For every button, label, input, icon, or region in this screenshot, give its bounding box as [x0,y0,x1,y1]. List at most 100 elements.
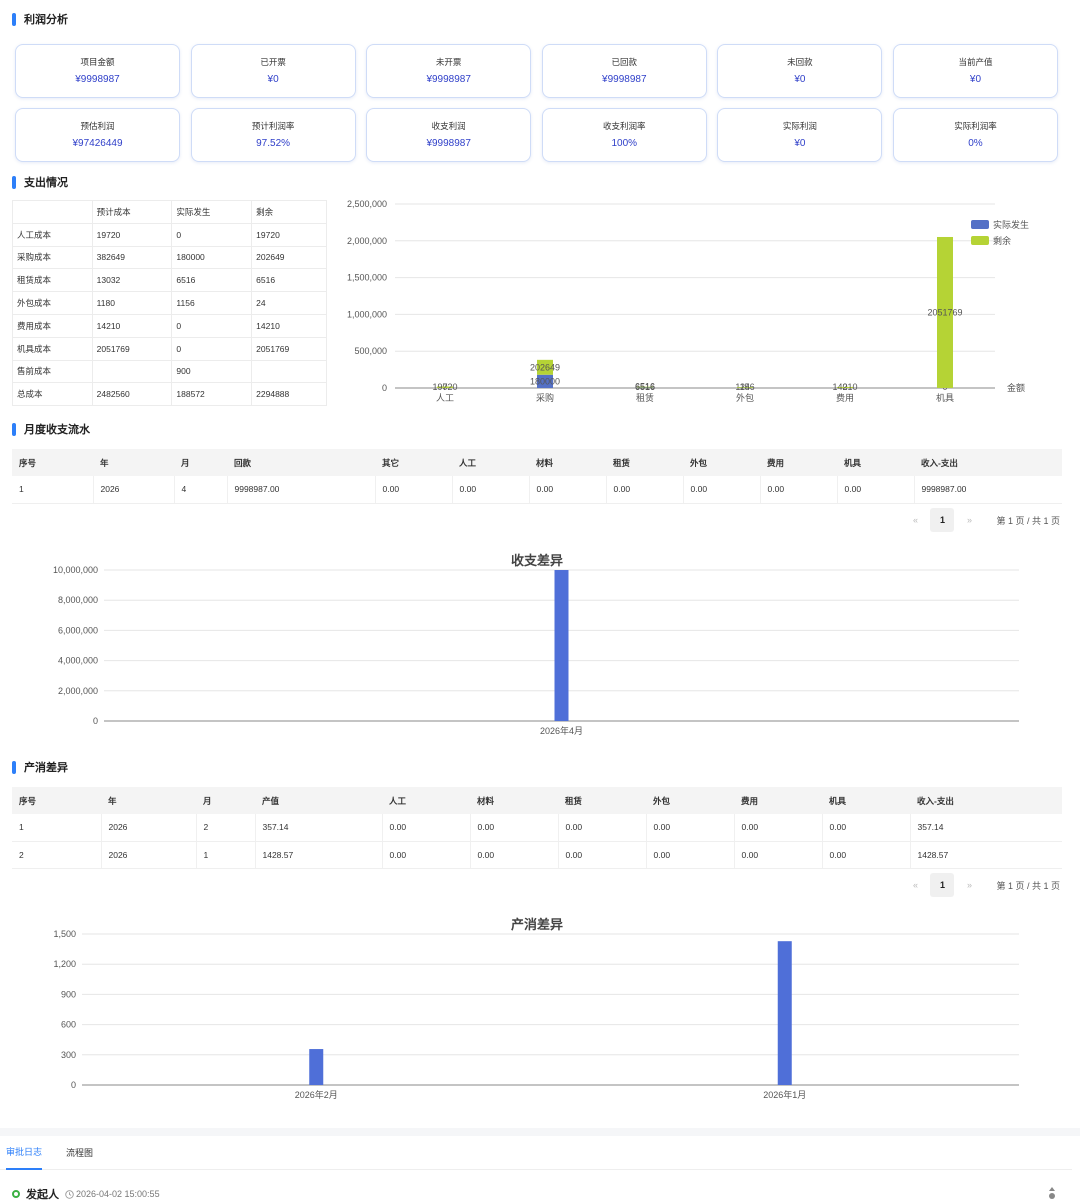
card-value: ¥97426449 [72,138,123,149]
status-dot-icon [12,1190,20,1198]
column-header: 序号 [12,449,93,476]
card-value: 97.52% [256,138,291,149]
card-label: 预计利润率 [251,121,295,131]
log-time: 2026-04-02 15:00:55 [76,1189,160,1199]
prev-page-button[interactable]: « [912,880,918,890]
profit-card: 实际利润 ¥0 [717,108,883,162]
table-cell: 采购成本 [12,245,93,270]
table-cell: 0.00 [645,814,734,842]
table-cell: 1428.57 [254,841,382,869]
tab-approval-log[interactable]: 审批日志 [6,1135,43,1170]
profit-card: 收支利润 ¥9998987 [366,108,532,162]
table-cell: 4 [173,476,227,504]
table-row: 1 2026 4 9998987.00 0.00 0.00 0.00 0.00 0.00 0.00… [12,476,1062,504]
profit-card: 预估利润 ¥97426449 [15,108,180,162]
table-cell: 0.00 [469,841,558,869]
profit-card: 未回款 ¥0 [717,44,883,98]
table-row: 机具成本 2051769 0 2051769 [12,336,327,361]
table-cell: 0.00 [381,814,470,842]
table-cell: 0.00 [645,841,734,869]
table-cell: 外包成本 [12,291,93,315]
data-label: 14210 [832,382,857,392]
table-cell: 0.00 [528,476,606,504]
table-cell: 1 [12,814,101,842]
tab-flowchart[interactable]: 流程图 [66,1148,94,1158]
table-cell: 1 [12,476,93,504]
profit-card: 未开票 ¥9998987 [366,44,532,98]
table-cell: 人工成本 [12,222,93,247]
page-1-button[interactable]: 1 [930,873,955,897]
card-label: 项目金额 [80,57,115,67]
table-cell: 0.00 [451,476,529,504]
table-cell: 总成本 [12,382,93,407]
column-header: 租赁 [558,787,646,814]
table-cell: 0 [171,313,253,338]
column-header: 收入-支出 [914,449,1062,476]
column-header: 外包 [646,787,734,814]
table-cell: 0.00 [733,814,822,842]
column-header: 费用 [760,449,837,476]
column-header: 租赁 [606,449,683,476]
table-row: 费用成本 14210 0 14210 [12,313,327,338]
clock-icon [65,1189,74,1199]
table-cell: 357.14 [254,814,382,842]
y-tick-label: 4,000,000 [58,656,98,666]
bar [777,941,792,1085]
page-info: 第 1 页 / 共 1 页 [996,880,1060,891]
x-tick-label: 2026年2月 [295,1089,338,1100]
card-value: ¥9998987 [75,74,120,85]
profit-section-title: 利润分析 [12,12,68,26]
card-value: ¥0 [969,74,982,85]
income-diff-chart: 收支差异 0 2,000,000 4,000,000 6,000,000 8,000,00… [53,553,1019,736]
table-cell: 13032 [91,268,173,293]
y-tick-label: 600 [61,1020,76,1030]
x-tick-label: 费用 [836,392,854,403]
table-row: 售前成本 900 [12,359,327,384]
bar [537,374,553,388]
table-cell: 0 [171,222,253,247]
table-cell: 14210 [251,313,327,338]
y-tick-label: 8,000,000 [58,595,98,605]
profit-card: 当前产值 ¥0 [892,44,1058,98]
x-tick-label: 机具 [936,392,954,403]
page-1-button[interactable]: 1 [930,508,955,532]
x-tick-label: 外包 [736,392,754,403]
y-tick-label: 300 [61,1050,76,1060]
card-value: ¥0 [794,138,806,149]
data-label: 2051769 [927,307,962,317]
x-tick-label: 租赁 [636,392,654,403]
data-label: 202649 [530,362,560,372]
legend-label: 实际发生 [993,219,1029,230]
prev-page-button[interactable]: « [912,515,918,525]
x-axis-label: 金额 [1007,382,1025,393]
data-label: 6516 [635,382,655,392]
next-page-button[interactable]: » [966,880,972,890]
consumption-section-title: 产消差异 [12,760,68,774]
bar [637,387,653,388]
column-header: 剩余 [251,200,327,224]
column-header: 材料 [470,787,558,814]
card-label: 预估利润 [80,121,115,131]
table-cell: 900 [171,359,253,384]
table-cell: 6516 [171,268,253,293]
column-header: 外包 [683,449,760,476]
table-cell: 382649 [91,245,173,270]
next-page-button[interactable]: » [966,515,972,525]
table-cell: 2051769 [251,336,327,361]
scroll-top-icon[interactable] [1048,1186,1056,1200]
column-header: 年 [93,449,174,476]
consumption-table: 序号年月产值 人工 材料 租赁 外包 费用 机具 收入-支出 1 2026 2 357.14 0.00 0… [12,787,1062,869]
table-cell: 24 [251,291,327,315]
table-cell: 2026 [100,841,196,869]
table-cell: 0.00 [605,476,683,504]
table-header-row: 预计成本 实际发生 剩余 [12,200,327,224]
data-label: 180000 [530,376,560,386]
bar [937,236,953,388]
table-cell: 0.00 [733,841,822,869]
profit-card: 收支利润率 100% [541,108,707,162]
card-value: 100% [611,138,638,149]
column-header: 实际发生 [171,200,253,224]
card-value: ¥9998987 [602,74,647,85]
table-cell: 0.00 [374,476,452,504]
section-marker [12,422,16,436]
